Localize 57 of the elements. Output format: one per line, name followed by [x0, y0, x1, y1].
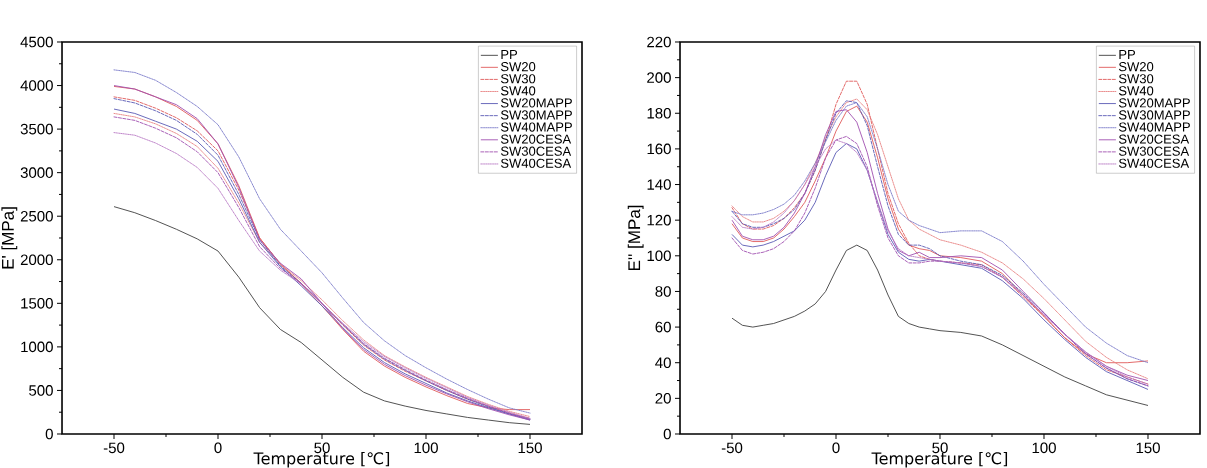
y-tick-label: 3500 — [20, 123, 53, 135]
legend-label: SW40 — [1118, 86, 1154, 96]
legend-label: SW30 — [1118, 74, 1154, 84]
legend-label: SW20 — [500, 62, 536, 72]
y-tick-label: 100 — [647, 250, 671, 262]
legend-label: SW40 — [500, 86, 536, 96]
y-tick-label: 220 — [647, 36, 671, 48]
x-tick-label: 100 — [1032, 442, 1056, 454]
legend-label: PP — [1119, 50, 1136, 60]
y-tick-label: 140 — [647, 179, 671, 190]
y-tick-label: 20 — [655, 393, 671, 404]
y-tick-label: 0 — [663, 428, 671, 440]
y-axis-title: E' [MPa] — [1, 207, 18, 269]
y-tick-label: 180 — [647, 107, 671, 119]
legend-label: SW40CESA — [500, 158, 572, 168]
legend-label: SW40CESA — [1118, 158, 1190, 168]
legend-label: SW20 — [1118, 62, 1154, 72]
legend-label: SW20MAPP — [1118, 98, 1190, 108]
y-tick-label: 0 — [45, 428, 53, 440]
legend-label: SW30MAPP — [500, 110, 572, 120]
x-tick-label: 0 — [214, 442, 222, 454]
y-tick-label: 1000 — [21, 341, 53, 353]
legend-label: SW30 — [500, 74, 536, 84]
x-tick-label: -50 — [721, 442, 743, 454]
x-axis-title: Temperature [℃] — [871, 452, 1008, 468]
x-tick-label: 100 — [414, 442, 438, 454]
x-tick-label: 150 — [1136, 442, 1160, 454]
x-tick-label: 150 — [518, 442, 542, 454]
x-axis-title: Temperature [℃] — [253, 452, 390, 468]
y-axis-title: E'' [MPa] — [627, 205, 644, 271]
x-tick-label: -50 — [103, 442, 125, 454]
legend-label: SW20CESA — [1118, 134, 1190, 144]
legend-label: SW20MAPP — [500, 98, 572, 108]
y-tick-label: 40 — [655, 357, 671, 369]
y-tick-label: 160 — [647, 143, 671, 155]
x-tick-label: 50 — [314, 442, 330, 454]
legend-label: SW40MAPP — [1118, 122, 1190, 132]
y-tick-label: 4000 — [20, 80, 53, 91]
x-tick-label: 50 — [932, 442, 948, 454]
y-tick-label: 4500 — [20, 36, 53, 48]
y-tick-label: 3000 — [20, 167, 53, 178]
legend-label: SW30MAPP — [1118, 110, 1190, 120]
y-tick-label: 500 — [29, 385, 53, 396]
legend-label: SW20CESA — [500, 134, 572, 144]
y-tick-label: 2500 — [20, 210, 53, 222]
legend-label: SW40MAPP — [500, 122, 572, 132]
y-tick-label: 120 — [647, 214, 671, 226]
y-tick-label: 1500 — [21, 298, 53, 309]
y-tick-label: 2000 — [20, 254, 53, 266]
y-tick-label: 80 — [655, 286, 671, 297]
legend-label: SW30CESA — [1118, 146, 1190, 156]
legend-label: SW30CESA — [500, 146, 572, 156]
y-tick-label: 60 — [655, 321, 671, 333]
legend-label: PP — [501, 50, 518, 60]
line-series — [113, 206, 531, 425]
x-tick-label: 0 — [832, 442, 840, 454]
y-tick-label: 200 — [647, 72, 671, 83]
